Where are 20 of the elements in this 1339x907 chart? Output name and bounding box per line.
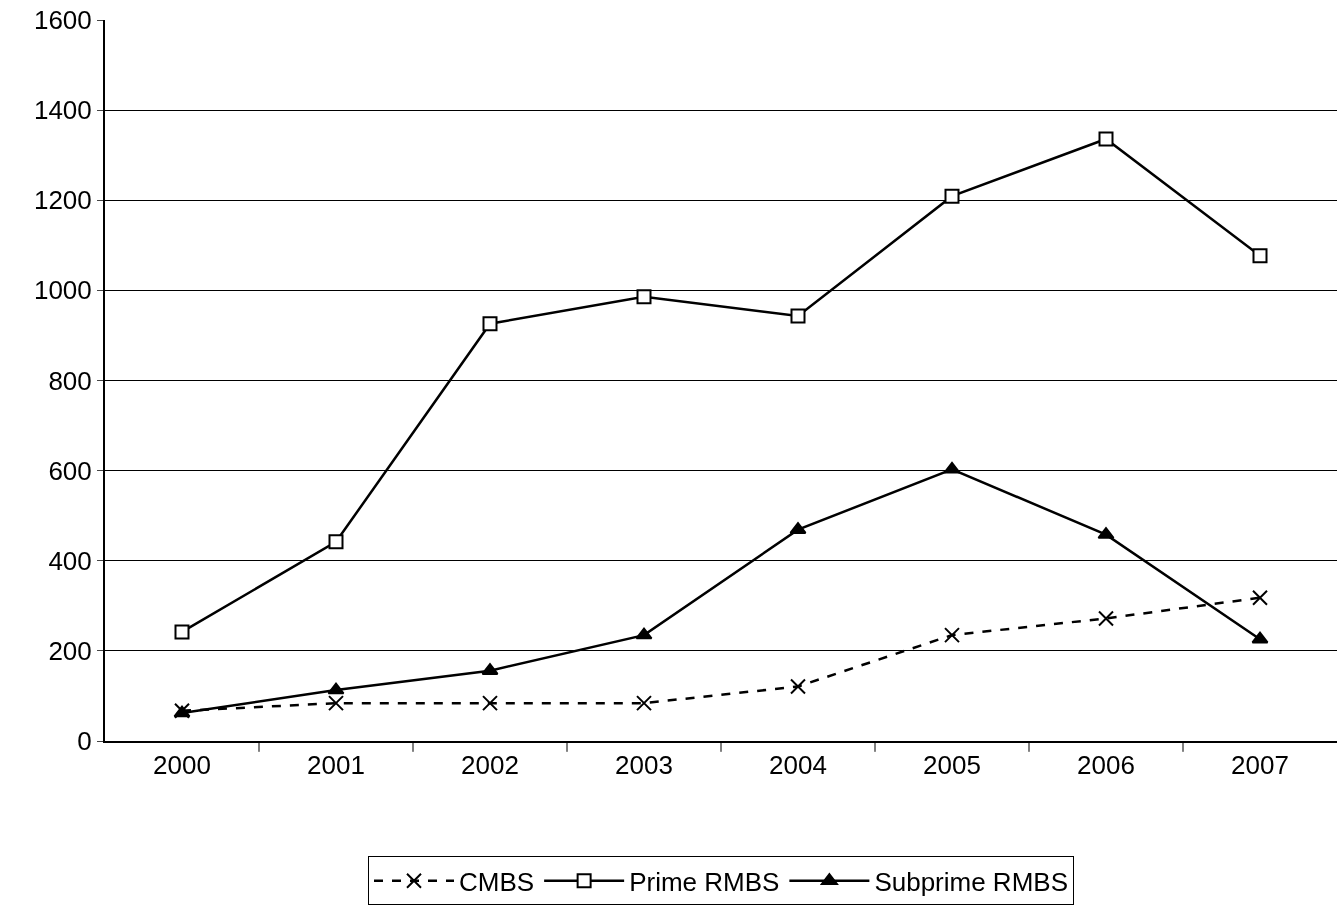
x-tick-label: 2001 bbox=[307, 750, 365, 781]
x-tick-label: 2004 bbox=[769, 750, 827, 781]
y-tick-label: 800 bbox=[48, 365, 92, 396]
legend-label: Prime RMBS bbox=[629, 866, 780, 897]
y-tick-label: 1200 bbox=[33, 185, 92, 216]
y-tick-label: 400 bbox=[48, 545, 92, 576]
y-tick-label: 600 bbox=[48, 455, 92, 486]
y-tick-label: 1000 bbox=[33, 275, 92, 306]
legend-label: Subprime RMBS bbox=[874, 866, 1068, 897]
x-tick-label: 2002 bbox=[461, 750, 519, 781]
y-tick-label: 200 bbox=[48, 635, 92, 666]
x-tick-label: 2003 bbox=[615, 750, 673, 781]
legend-label: CMBS bbox=[459, 866, 535, 897]
x-tick-label: 2006 bbox=[1077, 750, 1135, 781]
y-tick-label: 1400 bbox=[33, 95, 92, 126]
y-tick-label: 1600 bbox=[33, 5, 92, 36]
x-tick-label: 2007 bbox=[1231, 750, 1289, 781]
x-tick-label: 2000 bbox=[153, 750, 211, 781]
x-tick-label: 2005 bbox=[923, 750, 981, 781]
y-tick-label: 0 bbox=[77, 726, 92, 757]
